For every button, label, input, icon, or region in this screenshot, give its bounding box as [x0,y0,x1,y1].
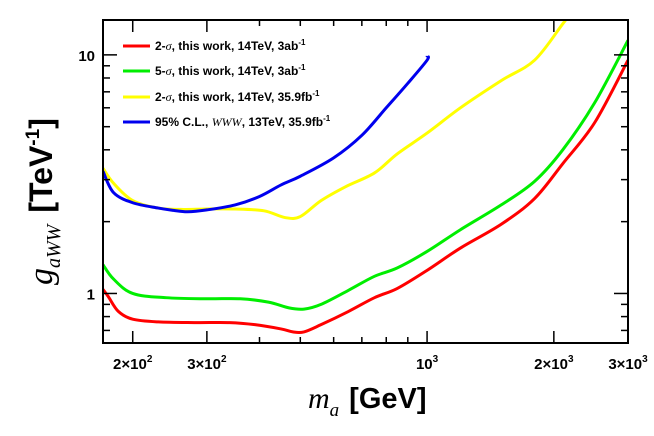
y-axis-label: gaWW[TeV-1] [23,118,65,285]
series-line-4 [103,54,430,214]
legend-label: 5-σ, this work, 14TeV, 3ab-1 [155,63,306,78]
y-tick-label: 1 [87,286,95,303]
legend-label: 2-σ, this work, 14TeV, 35.9fb-1 [155,89,320,104]
series-line-1 [103,59,628,335]
x-tick-label: 2×102 [113,354,153,373]
series-layer [103,20,628,335]
ticks-layer: 2×102 3×102 103 2×103 3×103 1 10 [78,20,648,373]
plot-frame [102,19,629,344]
x-tick-label: 3×102 [187,354,227,373]
x-tick-label: 2×103 [534,354,574,373]
x-axis-label: ma [GeV] [308,382,427,421]
y-tick-label: 10 [78,48,95,65]
legend: 2-σ, this work, 14TeV, 3ab-1 5-σ, this w… [123,38,331,129]
legend-entry: 2-σ, this work, 14TeV, 35.9fb-1 [123,89,320,104]
legend-entry: 2-σ, this work, 14TeV, 3ab-1 [123,38,306,53]
x-tick-label: 103 [416,354,439,373]
x-tick-label: 3×103 [608,354,648,373]
series-line-2 [103,39,628,311]
legend-entry: 95% C.L., WWW, 13TeV, 35.9fb-1 [123,114,331,129]
legend-entry: 5-σ, this work, 14TeV, 3ab-1 [123,63,306,78]
legend-label: 2-σ, this work, 14TeV, 3ab-1 [155,38,306,53]
legend-label: 95% C.L., WWW, 13TeV, 35.9fb-1 [155,114,331,129]
